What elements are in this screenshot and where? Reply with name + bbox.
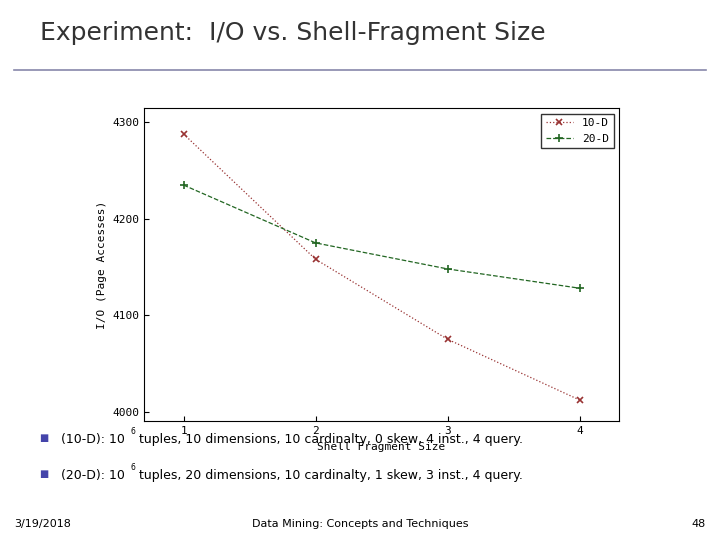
Text: 6: 6: [130, 427, 135, 436]
Text: 6: 6: [130, 463, 135, 472]
Text: (20-D): 10: (20-D): 10: [61, 469, 125, 482]
20-D: [311, 240, 320, 246]
X-axis label: Shell Fragment Size: Shell Fragment Size: [318, 442, 446, 451]
20-D: [444, 266, 452, 272]
Text: 3/19/2018: 3/19/2018: [14, 518, 71, 529]
Legend: 10-D, 20-D: 10-D, 20-D: [541, 113, 613, 148]
Text: 48: 48: [691, 518, 706, 529]
Line: 20-D: 20-D: [179, 181, 584, 292]
Text: ■: ■: [40, 433, 49, 443]
Text: (10-D): 10: (10-D): 10: [61, 433, 125, 446]
Text: tuples, 10 dimensions, 10 cardinalty, 0 skew, 4 inst., 4 query.: tuples, 10 dimensions, 10 cardinalty, 0 …: [135, 433, 523, 446]
10-D: [575, 397, 584, 403]
10-D: [311, 256, 320, 262]
Text: Experiment:  I/O vs. Shell-Fragment Size: Experiment: I/O vs. Shell-Fragment Size: [40, 21, 545, 45]
10-D: [444, 336, 452, 342]
Line: 10-D: 10-D: [180, 131, 583, 403]
Y-axis label: I/O (Page Accesses): I/O (Page Accesses): [96, 200, 107, 329]
Text: Data Mining: Concepts and Techniques: Data Mining: Concepts and Techniques: [252, 518, 468, 529]
10-D: [179, 131, 188, 137]
20-D: [575, 285, 584, 292]
Text: tuples, 20 dimensions, 10 cardinalty, 1 skew, 3 inst., 4 query.: tuples, 20 dimensions, 10 cardinalty, 1 …: [135, 469, 523, 482]
20-D: [179, 182, 188, 188]
Text: ■: ■: [40, 469, 49, 479]
